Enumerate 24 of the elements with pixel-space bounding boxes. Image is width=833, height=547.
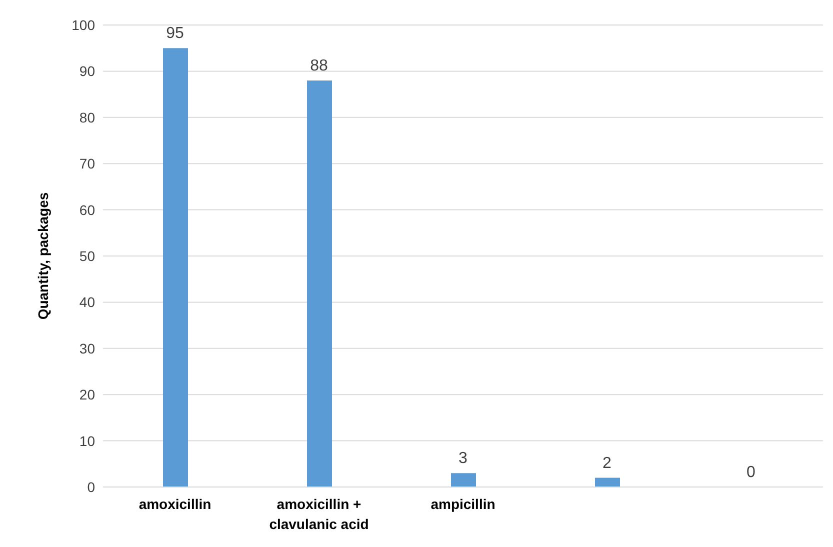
y-tick-label: 70: [79, 156, 96, 172]
y-tick-label: 90: [79, 63, 96, 80]
data-label: 95: [166, 25, 184, 42]
x-tick-label: ampicillin: [430, 496, 496, 512]
data-label: 2: [602, 454, 612, 472]
y-tick-label: 50: [79, 248, 96, 264]
bar: [451, 473, 476, 487]
x-tick-label: amoxicillin: [138, 496, 212, 512]
y-axis-title: Quantity, packages: [34, 192, 51, 320]
y-tick-label: 20: [79, 386, 96, 403]
y-tick-label: 0: [87, 478, 96, 495]
bar: [163, 48, 188, 487]
y-tick-label: 30: [79, 340, 96, 356]
y-tick-label: 60: [79, 202, 96, 218]
y-tick-label: 100: [72, 16, 96, 33]
y-tick-label: 40: [79, 294, 96, 310]
data-label: 0: [746, 464, 756, 481]
x-tick-label: amoxicillin + clavulanic acid: [269, 496, 369, 532]
y-tick-label: 10: [79, 432, 96, 449]
data-label: 3: [458, 450, 468, 468]
bar: [595, 478, 620, 487]
y-tick-label: 80: [79, 109, 96, 126]
data-label: 88: [310, 57, 328, 74]
bar: [307, 80, 332, 487]
